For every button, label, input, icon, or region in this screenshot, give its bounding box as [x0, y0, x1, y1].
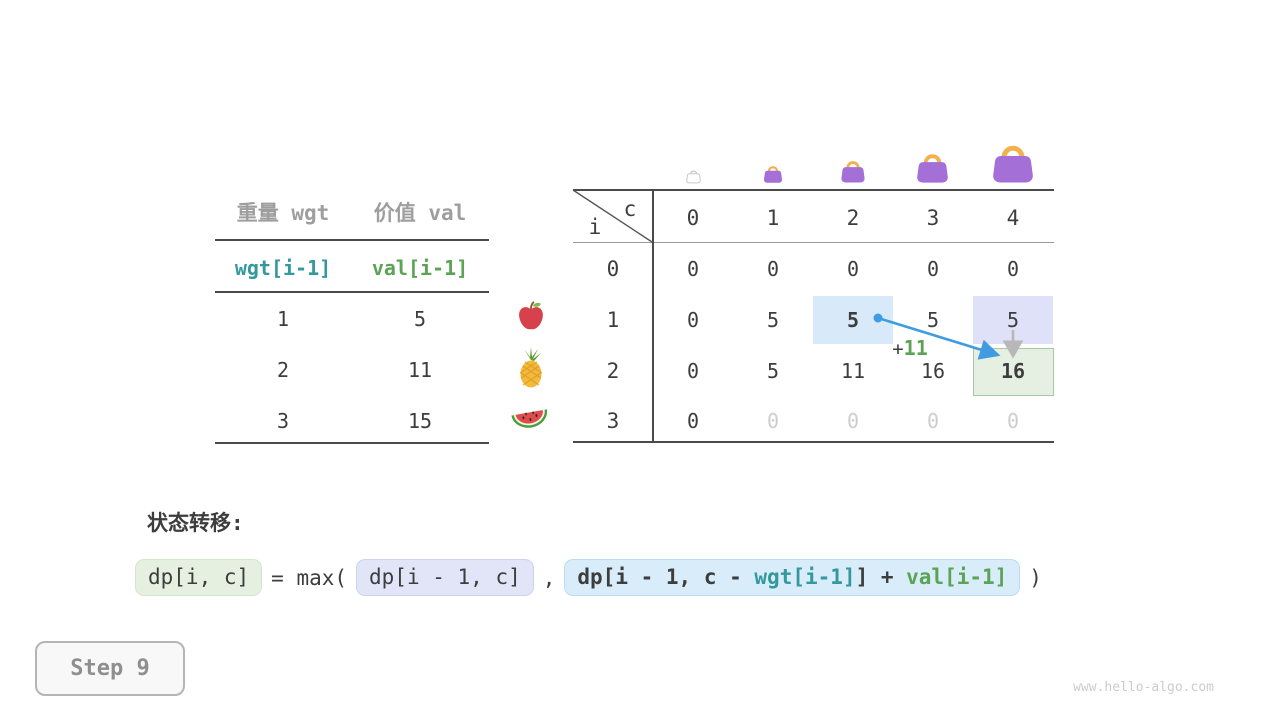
- formula-option-take: dp[i - 1, c - wgt[i-1]] + val[i-1]: [564, 559, 1021, 597]
- dp-cell-2-4: 16: [1000, 359, 1026, 383]
- dp-cell-2-1: 5: [766, 359, 780, 383]
- take-part-dp: dp[i - 1, c -: [577, 565, 755, 589]
- dp-row-header-2: 2: [606, 359, 620, 383]
- bag-medium-icon: [841, 161, 865, 183]
- dp-cell-2-3: 16: [920, 359, 946, 383]
- dp-col-header-3: 3: [926, 206, 940, 230]
- transition-arrows: [873, 313, 1024, 360]
- add-prefix: +: [892, 338, 904, 360]
- items-value-header: 价值 val: [373, 201, 467, 225]
- dp-cell-2-2: 11: [840, 359, 866, 383]
- dp-cell-1-0: 0: [686, 308, 700, 332]
- bag-xlarge-icon: [993, 145, 1033, 183]
- transition-heading: 状态转移:: [147, 511, 244, 535]
- dp-cell-1-2: 5: [846, 308, 860, 332]
- formula-lhs: dp[i, c]: [135, 559, 263, 597]
- take-part-plus: ] +: [855, 565, 907, 589]
- bag-ghost-icon: [686, 170, 701, 184]
- dp-col-header-2: 2: [846, 206, 860, 230]
- dp-col-header-0: 0: [686, 206, 700, 230]
- add-value: 11: [903, 336, 928, 360]
- item-3-value: 15: [407, 409, 433, 433]
- item-2-value: 11: [407, 358, 433, 382]
- item-1-value: 5: [413, 307, 427, 331]
- dp-rule-vertical: [652, 189, 654, 443]
- dp-cell-0-1: 0: [766, 257, 780, 281]
- dp-cell-0-4: 0: [1006, 257, 1020, 281]
- dp-cell-3-4: 0: [1006, 409, 1020, 433]
- watermark: www.hello-algo.com: [1073, 680, 1214, 695]
- dp-rule-bottom: [573, 441, 1054, 443]
- take-part-wgt: wgt[i-1]: [754, 565, 856, 589]
- dp-cell-3-1: 0: [766, 409, 780, 433]
- formula-operator: = max(: [271, 565, 348, 590]
- items-weight-header: 重量 wgt: [236, 201, 330, 225]
- dp-row-header-1: 1: [606, 308, 620, 332]
- watermelon-icon: [511, 409, 548, 428]
- dp-corner-diagonal: [572, 189, 653, 243]
- pineapple-icon: [519, 347, 543, 388]
- dp-col-header-1: 1: [766, 206, 780, 230]
- items-table-rule-mid: [215, 291, 489, 293]
- dp-corner-row-var: i: [588, 215, 602, 239]
- dp-cell-1-3: 5: [926, 308, 940, 332]
- dp-cell-1-4: 5: [1006, 308, 1020, 332]
- dp-cell-1-1: 5: [766, 308, 780, 332]
- add-value-label: +11: [892, 336, 928, 360]
- item-1-weight: 1: [276, 307, 290, 331]
- bag-large-icon: [917, 154, 948, 183]
- dp-cell-0-0: 0: [686, 257, 700, 281]
- items-table-rule-bottom: [215, 442, 489, 444]
- dp-row-header-0: 0: [606, 257, 620, 281]
- dp-cell-3-2: 0: [846, 409, 860, 433]
- dp-col-header-4: 4: [1006, 206, 1020, 230]
- dp-cell-0-2: 0: [846, 257, 860, 281]
- formula-close-paren: ): [1029, 565, 1042, 590]
- transition-formula: dp[i, c] = max( dp[i - 1, c] , dp[i - 1,…: [135, 559, 1042, 597]
- step-badge: Step 9: [35, 641, 185, 696]
- dp-cell-3-0: 0: [686, 409, 700, 433]
- items-weight-formula: wgt[i-1]: [234, 256, 332, 280]
- dp-cell-0-3: 0: [926, 257, 940, 281]
- items-table-rule-top: [215, 239, 489, 241]
- item-2-weight: 2: [276, 358, 290, 382]
- dp-corner-col-var: c: [623, 197, 637, 221]
- dp-rule-header: [573, 242, 1054, 243]
- formula-option-keep: dp[i - 1, c]: [356, 559, 534, 597]
- item-3-weight: 3: [276, 409, 290, 433]
- bag-small-icon: [763, 166, 783, 183]
- apple-icon: [519, 301, 543, 330]
- items-value-formula: val[i-1]: [371, 256, 469, 280]
- formula-comma: ,: [542, 565, 556, 590]
- dp-rule-top: [573, 189, 1054, 191]
- dp-row-header-3: 3: [606, 409, 620, 433]
- dp-cell-3-3: 0: [926, 409, 940, 433]
- dp-cell-2-0: 0: [686, 359, 700, 383]
- take-part-val: val[i-1]: [906, 565, 1008, 589]
